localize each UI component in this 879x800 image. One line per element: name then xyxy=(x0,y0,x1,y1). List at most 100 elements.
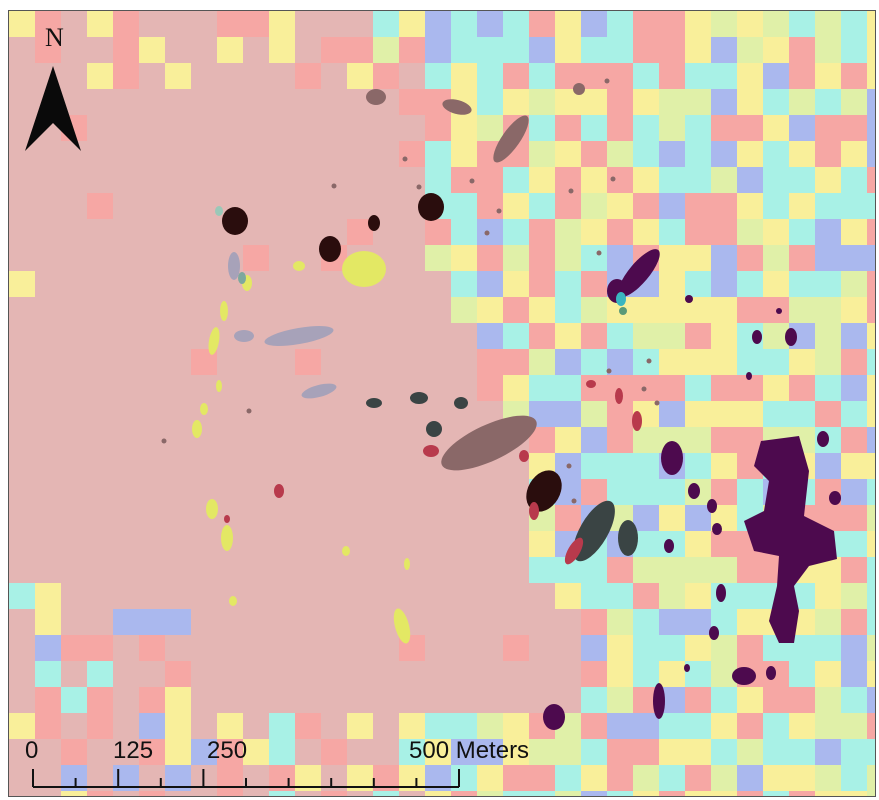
landcover-cell xyxy=(841,271,867,297)
landcover-cell xyxy=(841,661,867,687)
landcover-cell xyxy=(451,219,477,245)
landcover-cell xyxy=(477,115,503,141)
landcover-cell xyxy=(269,791,295,796)
landcover-cell xyxy=(789,401,815,427)
landcover-cell xyxy=(477,219,503,245)
landcover-cell xyxy=(841,297,867,323)
landcover-cell xyxy=(529,193,555,219)
landcover-cell xyxy=(867,791,875,796)
landcover-cell xyxy=(711,375,737,401)
landcover-cell xyxy=(529,167,555,193)
landcover-cell xyxy=(165,713,191,739)
landcover-cell xyxy=(685,89,711,115)
landcover-cell xyxy=(815,37,841,63)
landcover-cell xyxy=(581,349,607,375)
landcover-cell xyxy=(477,193,503,219)
landcover-cell xyxy=(685,271,711,297)
landcover-cell xyxy=(139,687,165,713)
landcover-cell xyxy=(347,63,373,89)
landcover-cell xyxy=(659,245,685,271)
landcover-cell xyxy=(321,791,347,796)
landcover-cell xyxy=(815,401,841,427)
landcover-cell xyxy=(555,765,581,791)
landcover-cell xyxy=(217,739,243,765)
cluster-speck xyxy=(596,250,602,256)
landcover-cell xyxy=(659,271,685,297)
landcover-cell xyxy=(581,583,607,609)
landcover-cell xyxy=(659,167,685,193)
landcover-cell xyxy=(555,349,581,375)
landcover-cell xyxy=(35,11,61,37)
cluster-polygon xyxy=(616,292,626,306)
landcover-cell xyxy=(789,661,815,687)
landcover-cell xyxy=(659,713,685,739)
landcover-cell xyxy=(711,323,737,349)
landcover-cell xyxy=(633,141,659,167)
landcover-cell xyxy=(867,687,875,713)
landcover-cell xyxy=(139,609,165,635)
landcover-cell xyxy=(711,531,737,557)
landcover-cell xyxy=(711,401,737,427)
landcover-cell xyxy=(737,219,763,245)
landcover-cell xyxy=(659,349,685,375)
cluster-polygon xyxy=(752,330,762,344)
landcover-cell xyxy=(61,739,87,765)
landcover-cell xyxy=(685,583,711,609)
landcover-cell xyxy=(815,713,841,739)
landcover-cell xyxy=(763,739,789,765)
landcover-cell xyxy=(711,141,737,167)
landcover-cell xyxy=(763,115,789,141)
landcover-cell xyxy=(503,323,529,349)
cluster-polygon xyxy=(543,704,565,730)
landcover-cell xyxy=(841,531,867,557)
landcover-cell xyxy=(659,11,685,37)
landcover-cell xyxy=(659,479,685,505)
cluster-polygon xyxy=(206,499,218,519)
landcover-cell xyxy=(451,11,477,37)
landcover-cell xyxy=(529,557,555,583)
landcover-cell xyxy=(841,583,867,609)
cluster-polygon xyxy=(618,249,660,297)
landcover-cell xyxy=(867,271,875,297)
cluster-polygon xyxy=(200,403,208,415)
landcover-cell xyxy=(477,167,503,193)
landcover-cell xyxy=(711,297,737,323)
landcover-cell xyxy=(555,37,581,63)
landcover-cell xyxy=(373,63,399,89)
landcover-cell xyxy=(35,635,61,661)
landcover-cell xyxy=(113,37,139,63)
landcover-cell xyxy=(139,713,165,739)
cluster-polygon xyxy=(366,398,382,408)
landcover-cell xyxy=(165,739,191,765)
landcover-cell xyxy=(529,63,555,89)
landcover-cell xyxy=(815,609,841,635)
landcover-cell xyxy=(763,713,789,739)
large-cluster-polygon xyxy=(744,436,837,643)
landcover-cell xyxy=(477,323,503,349)
landcover-cell xyxy=(737,167,763,193)
landcover-cell xyxy=(763,167,789,193)
landcover-cell xyxy=(139,37,165,63)
landcover-cell xyxy=(451,739,477,765)
landcover-cell xyxy=(581,89,607,115)
landcover-cell xyxy=(841,635,867,661)
landcover-cell xyxy=(581,557,607,583)
landcover-cell xyxy=(711,791,737,796)
landcover-cell xyxy=(815,297,841,323)
landcover-cell xyxy=(841,791,867,796)
landcover-cell xyxy=(867,427,875,453)
cluster-speck xyxy=(402,156,408,162)
landcover-cell xyxy=(789,765,815,791)
cluster-polygon xyxy=(716,584,726,602)
landcover-cell xyxy=(217,37,243,63)
landcover-cell xyxy=(555,323,581,349)
landcover-cell xyxy=(581,323,607,349)
landcover-cell xyxy=(659,375,685,401)
landcover-cell xyxy=(477,765,503,791)
landcover-cell xyxy=(737,193,763,219)
landcover-cell xyxy=(607,11,633,37)
landcover-cell xyxy=(815,791,841,796)
landcover-cell xyxy=(789,271,815,297)
landcover-cell xyxy=(867,713,875,739)
cluster-polygon xyxy=(368,215,380,231)
